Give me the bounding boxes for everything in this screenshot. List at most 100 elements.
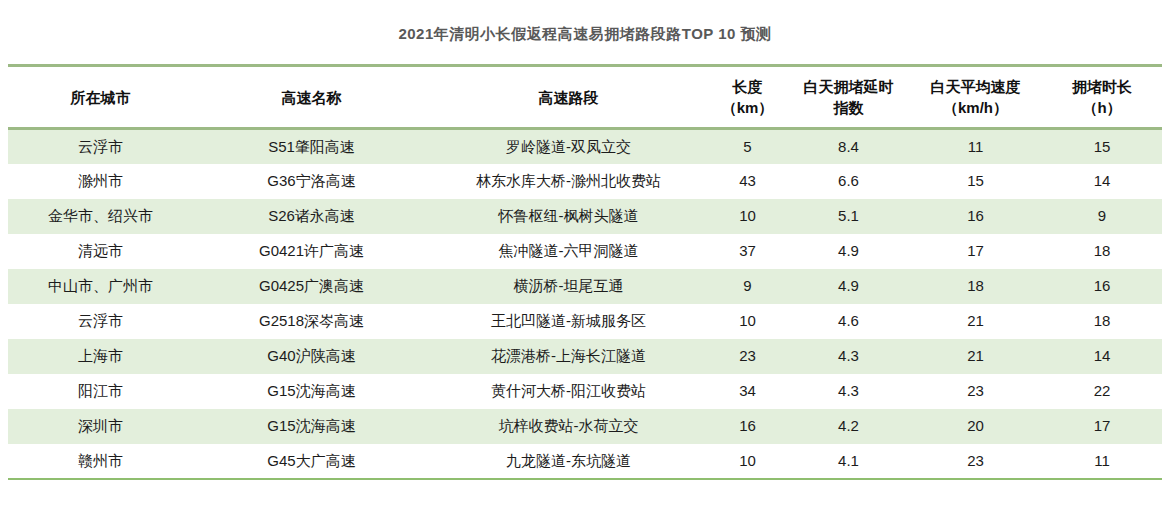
cell-road-section: 焦冲隧道-六甲洞隧道	[430, 234, 707, 269]
header-label: 长度	[707, 76, 788, 97]
cell-delay-index: 4.6	[788, 304, 909, 339]
cell-avg-speed: 23	[909, 444, 1042, 479]
cell-length: 9	[707, 269, 788, 304]
table-row: 中山市、广州市 G0425广澳高速 横沥桥-坦尾互通 9 4.9 18 16	[8, 269, 1162, 304]
cell-delay-index: 5.1	[788, 199, 909, 234]
cell-avg-speed: 16	[909, 199, 1042, 234]
cell-delay-index: 4.9	[788, 269, 909, 304]
cell-length: 34	[707, 374, 788, 409]
table-row: 云浮市 S51肇阳高速 罗岭隧道-双凤立交 5 8.4 11 15	[8, 129, 1162, 164]
cell-city: 中山市、广州市	[8, 269, 193, 304]
header-unit: （h）	[1042, 97, 1162, 118]
cell-road-section: 横沥桥-坦尾互通	[430, 269, 707, 304]
cell-congestion-hours: 15	[1042, 129, 1162, 164]
cell-delay-index: 4.2	[788, 409, 909, 444]
cell-road-section: 林东水库大桥-滁州北收费站	[430, 164, 707, 199]
header-label: 拥堵时长	[1042, 76, 1162, 97]
table-row: 金华市、绍兴市 S26诸永高速 怀鲁枢纽-枫树头隧道 10 5.1 16 9	[8, 199, 1162, 234]
header-daytime-avg-speed: 白天平均速度（km/h）	[909, 66, 1042, 129]
header-label: 高速名称	[193, 87, 430, 108]
cell-highway-name: G15沈海高速	[193, 409, 430, 444]
cell-city: 上海市	[8, 339, 193, 374]
cell-congestion-hours: 22	[1042, 374, 1162, 409]
cell-highway-name: G2518深岑高速	[193, 304, 430, 339]
header-road-section: 高速路段	[430, 66, 707, 129]
cell-avg-speed: 11	[909, 129, 1042, 164]
cell-delay-index: 4.1	[788, 444, 909, 479]
cell-congestion-hours: 18	[1042, 234, 1162, 269]
header-row: 所在城市 高速名称 高速路段 长度（km） 白天拥堵延时指数 白天平均速度（km…	[8, 66, 1162, 129]
cell-length: 16	[707, 409, 788, 444]
cell-length: 43	[707, 164, 788, 199]
cell-city: 金华市、绍兴市	[8, 199, 193, 234]
cell-highway-name: G45大广高速	[193, 444, 430, 479]
cell-road-section: 黄什河大桥-阳江收费站	[430, 374, 707, 409]
cell-highway-name: G15沈海高速	[193, 374, 430, 409]
table-row: 云浮市 G2518深岑高速 王北凹隧道-新城服务区 10 4.6 21 18	[8, 304, 1162, 339]
cell-length: 10	[707, 199, 788, 234]
header-label: 白天拥堵延时	[788, 76, 909, 97]
cell-city: 阳江市	[8, 374, 193, 409]
cell-city: 深圳市	[8, 409, 193, 444]
cell-length: 10	[707, 444, 788, 479]
table-row: 滁州市 G36宁洛高速 林东水库大桥-滁州北收费站 43 6.6 15 14	[8, 164, 1162, 199]
cell-avg-speed: 18	[909, 269, 1042, 304]
cell-avg-speed: 20	[909, 409, 1042, 444]
cell-avg-speed: 17	[909, 234, 1042, 269]
cell-avg-speed: 15	[909, 164, 1042, 199]
header-unit: 指数	[788, 97, 909, 118]
cell-delay-index: 4.9	[788, 234, 909, 269]
cell-avg-speed: 21	[909, 304, 1042, 339]
cell-highway-name: G36宁洛高速	[193, 164, 430, 199]
cell-congestion-hours: 11	[1042, 444, 1162, 479]
cell-city: 赣州市	[8, 444, 193, 479]
table-row: 清远市 G0421许广高速 焦冲隧道-六甲洞隧道 37 4.9 17 18	[8, 234, 1162, 269]
header-congestion-hours: 拥堵时长（h）	[1042, 66, 1162, 129]
cell-city: 清远市	[8, 234, 193, 269]
cell-congestion-hours: 17	[1042, 409, 1162, 444]
table-row: 上海市 G40沪陕高速 花漂港桥-上海长江隧道 23 4.3 21 14	[8, 339, 1162, 374]
page-title: 2021年清明小长假返程高速易拥堵路段路TOP 10 预测	[0, 0, 1170, 43]
cell-highway-name: G40沪陕高速	[193, 339, 430, 374]
header-daytime-delay-index: 白天拥堵延时指数	[788, 66, 909, 129]
cell-length: 37	[707, 234, 788, 269]
table-row: 阳江市 G15沈海高速 黄什河大桥-阳江收费站 34 4.3 23 22	[8, 374, 1162, 409]
congestion-top10-table: 所在城市 高速名称 高速路段 长度（km） 白天拥堵延时指数 白天平均速度（km…	[8, 64, 1162, 480]
table-row: 深圳市 G15沈海高速 坑梓收费站-水荷立交 16 4.2 20 17	[8, 409, 1162, 444]
cell-congestion-hours: 9	[1042, 199, 1162, 234]
cell-city: 滁州市	[8, 164, 193, 199]
cell-congestion-hours: 14	[1042, 339, 1162, 374]
cell-delay-index: 8.4	[788, 129, 909, 164]
cell-road-section: 怀鲁枢纽-枫树头隧道	[430, 199, 707, 234]
header-label: 白天平均速度	[909, 76, 1042, 97]
cell-delay-index: 4.3	[788, 374, 909, 409]
cell-road-section: 花漂港桥-上海长江隧道	[430, 339, 707, 374]
report-page: 2021年清明小长假返程高速易拥堵路段路TOP 10 预测 所在城市 高速名称 …	[0, 0, 1170, 524]
cell-road-section: 九龙隧道-东坑隧道	[430, 444, 707, 479]
cell-highway-name: G0421许广高速	[193, 234, 430, 269]
cell-avg-speed: 23	[909, 374, 1042, 409]
header-unit: （km）	[707, 97, 788, 118]
cell-length: 23	[707, 339, 788, 374]
cell-highway-name: G0425广澳高速	[193, 269, 430, 304]
cell-road-section: 罗岭隧道-双凤立交	[430, 129, 707, 164]
cell-highway-name: S51肇阳高速	[193, 129, 430, 164]
cell-delay-index: 4.3	[788, 339, 909, 374]
cell-congestion-hours: 14	[1042, 164, 1162, 199]
cell-city: 云浮市	[8, 129, 193, 164]
cell-highway-name: S26诸永高速	[193, 199, 430, 234]
cell-length: 10	[707, 304, 788, 339]
table-row: 赣州市 G45大广高速 九龙隧道-东坑隧道 10 4.1 23 11	[8, 444, 1162, 479]
cell-road-section: 坑梓收费站-水荷立交	[430, 409, 707, 444]
cell-length: 5	[707, 129, 788, 164]
header-label: 高速路段	[430, 87, 707, 108]
cell-congestion-hours: 16	[1042, 269, 1162, 304]
cell-avg-speed: 21	[909, 339, 1042, 374]
header-city: 所在城市	[8, 66, 193, 129]
cell-delay-index: 6.6	[788, 164, 909, 199]
header-highway-name: 高速名称	[193, 66, 430, 129]
header-label: 所在城市	[8, 87, 193, 108]
cell-road-section: 王北凹隧道-新城服务区	[430, 304, 707, 339]
cell-congestion-hours: 18	[1042, 304, 1162, 339]
cell-city: 云浮市	[8, 304, 193, 339]
